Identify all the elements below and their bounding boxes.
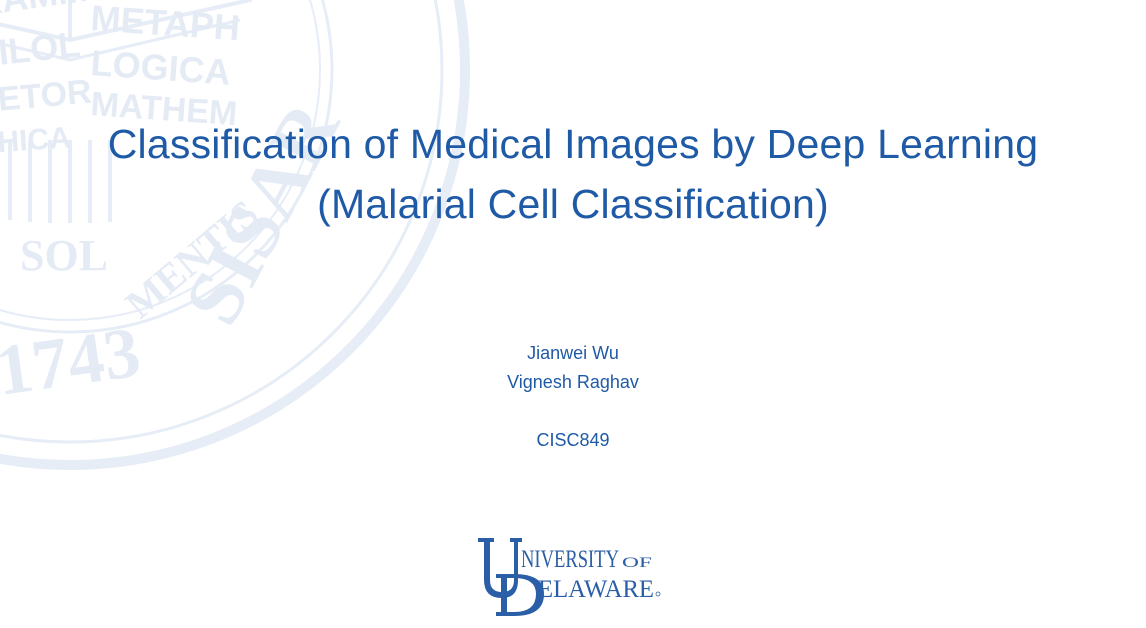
watermark-word: SOL: [20, 231, 108, 280]
logo-of: OF: [622, 555, 652, 571]
university-seal-icon: GRAMM METAPH PHILOL LOGICA RHETOR MATHEM…: [0, 0, 470, 470]
watermark-word: LOGICA: [89, 42, 232, 93]
university-of-delaware-logo: NIVERSITY OF ELAWARE: [478, 538, 661, 616]
course-code: CISC849: [536, 430, 610, 450]
author-name: Jianwei Wu: [527, 343, 619, 363]
watermark-word: PHILOL: [0, 23, 82, 78]
slide-title-line-1: Classification of Medical Images by Deep…: [107, 121, 1039, 167]
watermark-word: METAPH: [89, 0, 241, 48]
slide-title-line-2: (Malarial Cell Classification): [317, 181, 829, 227]
author-name: Vignesh Raghav: [507, 372, 639, 392]
watermark-word: RHETOR: [0, 73, 93, 123]
logo-line-2: ELAWARE: [538, 576, 654, 603]
logo-line-1: NIVERSITY: [521, 546, 619, 573]
